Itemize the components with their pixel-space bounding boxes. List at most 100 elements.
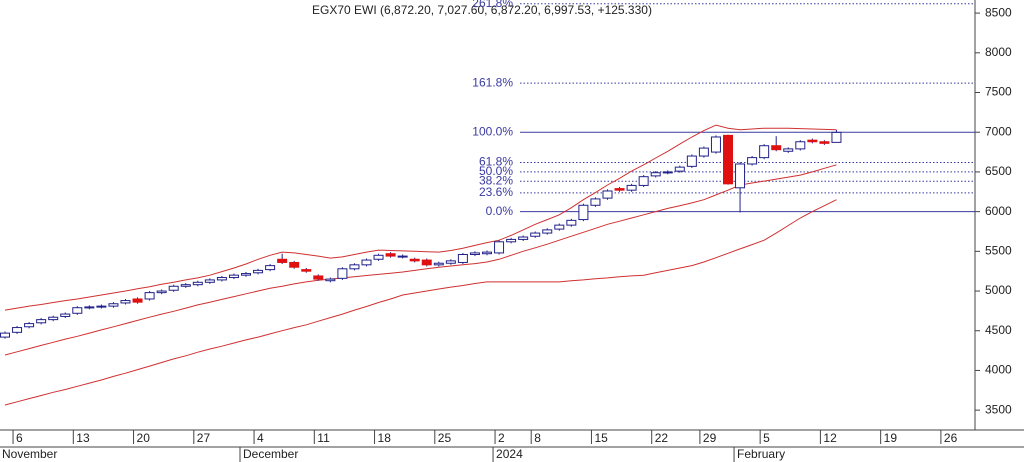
candle-body xyxy=(614,188,625,191)
candle-body xyxy=(482,251,492,255)
candle-body xyxy=(108,303,119,307)
fib-level-label: 0.0% xyxy=(486,204,514,218)
candle-body xyxy=(144,292,155,300)
x-tick-label: 22 xyxy=(655,431,669,445)
candle-body xyxy=(36,319,47,324)
candle-body xyxy=(301,269,312,272)
candle-body xyxy=(795,141,806,150)
x-tick-label: 29 xyxy=(703,431,717,445)
y-tick-label: 4500 xyxy=(985,323,1012,337)
candle-body xyxy=(638,176,649,186)
candle-body xyxy=(325,278,336,282)
candle-body xyxy=(554,224,565,230)
fib-level-label: 100.0% xyxy=(472,124,513,138)
y-tick-label: 4000 xyxy=(985,363,1012,377)
candle-body xyxy=(530,232,541,237)
candle-body xyxy=(783,148,794,152)
candle-body xyxy=(759,145,770,159)
candle-body xyxy=(373,254,384,260)
x-tick-label: 8 xyxy=(534,431,541,445)
candle-body xyxy=(662,171,673,174)
candle-body xyxy=(747,157,758,165)
candle-body xyxy=(566,219,577,226)
band-line xyxy=(4,199,837,406)
candle-body xyxy=(180,284,191,287)
y-tick-label: 5500 xyxy=(985,244,1012,258)
candle-body xyxy=(518,236,529,240)
candle-body xyxy=(735,163,746,189)
candle-body xyxy=(349,264,360,270)
candle-body xyxy=(361,259,372,266)
month-label: December xyxy=(243,447,298,461)
y-tick-label: 7000 xyxy=(985,124,1012,138)
month-label: 2024 xyxy=(496,447,523,461)
candle-body xyxy=(723,134,733,185)
x-tick-label: 4 xyxy=(257,431,264,445)
fib-level-label: 23.6% xyxy=(479,185,513,199)
candle-body xyxy=(807,139,818,143)
chart-title: EGX70 EWI (6,872.20, 7,027.60, 6,872.20,… xyxy=(312,3,652,17)
candle-body xyxy=(602,190,613,199)
candle-body xyxy=(204,279,215,283)
x-tick-label: 26 xyxy=(944,431,958,445)
candle-body xyxy=(241,273,251,276)
candle-body xyxy=(578,204,589,221)
y-tick-label: 6000 xyxy=(985,204,1012,218)
candle-body xyxy=(228,274,239,279)
candle-body xyxy=(60,313,71,317)
candle-body xyxy=(72,307,83,314)
candle-body xyxy=(506,238,517,243)
candle-body xyxy=(24,323,35,328)
x-tick-label: 19 xyxy=(884,431,898,445)
candle-body xyxy=(12,327,23,333)
candle-body xyxy=(409,258,420,262)
candle-body xyxy=(674,166,685,172)
candle-body xyxy=(421,259,432,266)
candle-body xyxy=(385,253,396,257)
x-tick-label: 11 xyxy=(317,431,330,445)
candle-body xyxy=(650,172,661,177)
candle-body xyxy=(96,305,107,308)
y-tick-label: 8000 xyxy=(985,45,1012,59)
candle-body xyxy=(831,131,842,143)
candle-body xyxy=(686,155,697,167)
fib-level-label: 50.0% xyxy=(479,164,513,178)
y-tick-label: 3500 xyxy=(985,402,1012,416)
fib-level-label: 38.2% xyxy=(479,173,513,187)
candle-body xyxy=(277,258,288,263)
month-label: February xyxy=(737,447,785,461)
candle-body xyxy=(0,332,10,338)
candle-body xyxy=(120,300,131,304)
month-label: November xyxy=(2,447,57,461)
candle-body xyxy=(84,306,95,309)
candle-body xyxy=(253,269,264,274)
candle-body xyxy=(156,290,167,294)
candle-body xyxy=(819,141,830,144)
candle-body xyxy=(289,261,300,268)
candle-body xyxy=(469,252,480,256)
candle-body xyxy=(542,229,553,234)
y-tick-label: 8500 xyxy=(985,5,1012,19)
x-tick-label: 12 xyxy=(823,431,837,445)
x-tick-label: 13 xyxy=(76,431,90,445)
x-tick-label: 5 xyxy=(763,431,770,445)
candle-body xyxy=(313,275,324,280)
candle-body xyxy=(457,254,468,263)
candle-body xyxy=(710,136,721,153)
band-line xyxy=(4,124,837,311)
y-tick-label: 5000 xyxy=(985,283,1012,297)
candle-body xyxy=(771,145,782,151)
y-tick-label: 6500 xyxy=(985,164,1012,178)
candle-body xyxy=(265,265,276,271)
fib-level-label: 61.8% xyxy=(479,155,513,169)
x-tick-label: 2 xyxy=(498,431,505,445)
candle-body xyxy=(337,268,348,279)
x-tick-label: 6 xyxy=(16,431,23,445)
candle-body xyxy=(48,316,59,321)
candle-body xyxy=(168,285,179,291)
x-tick-label: 27 xyxy=(197,431,211,445)
candle-body xyxy=(494,241,505,254)
candle-body xyxy=(445,260,456,264)
band-line xyxy=(4,164,837,356)
candle-body xyxy=(590,198,601,206)
